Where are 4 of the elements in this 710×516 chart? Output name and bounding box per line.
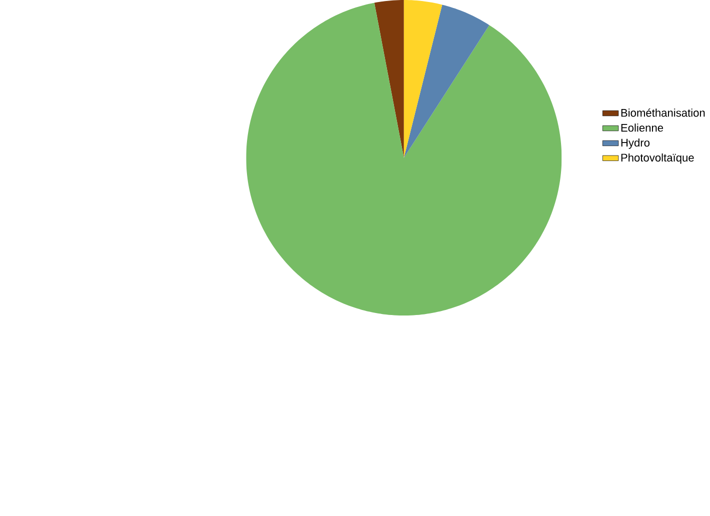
legend-label: Biométhanisation (621, 108, 705, 117)
legend-label: Eolienne (621, 124, 664, 132)
legend-label: Photovoltaïque (621, 154, 694, 164)
legend-label: Hydro (621, 138, 650, 149)
